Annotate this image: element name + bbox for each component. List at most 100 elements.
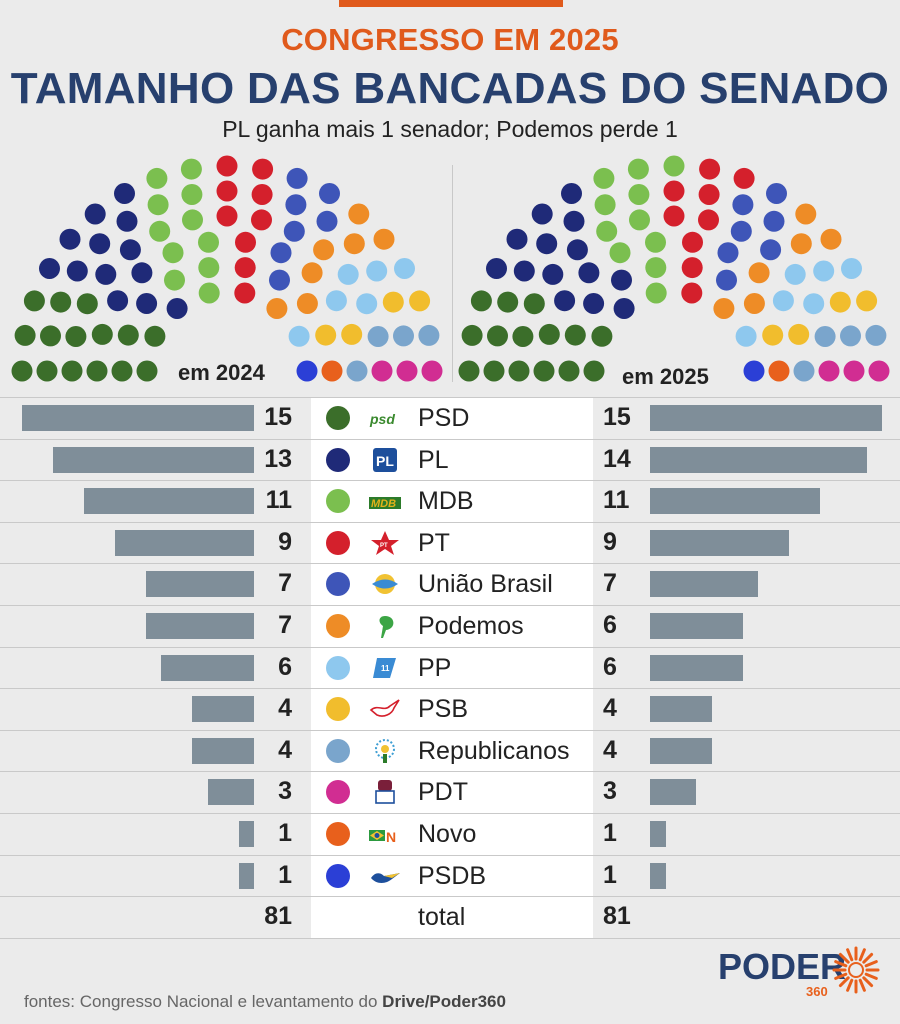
pt-star-icon: PT [368, 530, 402, 556]
bar-2024 [145, 571, 254, 598]
party-cell [311, 398, 593, 439]
seat-2024-seat-mdb [198, 282, 220, 304]
seat-2024-seat-pl [116, 210, 138, 232]
seat-2025-seat-pl [611, 269, 632, 291]
seat-2024-seat-pp [356, 293, 378, 315]
seat-2024-seat-pl [89, 233, 111, 255]
seat-2024-seat-mdb [198, 231, 219, 253]
count-2024: 1 [278, 860, 292, 889]
svg-text:PT: PT [380, 543, 388, 549]
seat-2025-seat-psd [558, 360, 580, 382]
seat-2025-seat-pl [566, 239, 588, 261]
total-2025: 81 [603, 902, 631, 931]
seat-2024-seat-união-brasil [316, 210, 338, 232]
bar-2024 [238, 820, 254, 847]
seat-2024-seat-psd [117, 324, 139, 346]
count-2024: 1 [278, 818, 292, 847]
seat-2024-seat-pt [235, 231, 256, 253]
bar-2025 [650, 529, 790, 556]
seat-2024-seat-psd [61, 360, 83, 382]
novo-logo-icon: N [368, 821, 402, 847]
seat-2024-seat-psd [91, 323, 113, 345]
seat-2024-seat-mdb [182, 209, 203, 231]
count-2024: 7 [278, 610, 292, 639]
seat-2024-seat-pt [234, 257, 256, 279]
seat-2024-seat-pp [366, 260, 388, 282]
seat-2024-seat-pl [59, 228, 81, 250]
seat-2025-seat-pt [681, 257, 703, 279]
bar-2024 [161, 654, 254, 681]
party-name: PSB [418, 695, 469, 724]
seat-2024-seat-pl [66, 260, 88, 282]
top-accent-bar [339, 0, 563, 7]
seat-2025-seat-psd [583, 360, 605, 382]
republicanos-logo-icon [368, 738, 402, 764]
chart-kicker: CONGRESSO EM 2025 [281, 22, 619, 57]
seat-2024-seat-psd [86, 360, 108, 382]
seat-2025-seat-psd [487, 325, 508, 347]
seat-2025-seat-psb [788, 323, 810, 345]
seat-2025-seat-pp [772, 290, 794, 312]
seat-2024-seat-pp [288, 325, 310, 347]
party-color-dot [326, 530, 350, 555]
seat-2024-seat-psd [11, 360, 33, 382]
brand-name: PODER [718, 946, 846, 987]
seat-2024-seat-mdb [146, 167, 168, 189]
seat-2024-seat-republicanos [393, 325, 414, 347]
seat-2025-seat-mdb [645, 257, 667, 279]
seat-2024-seat-pt [216, 205, 238, 227]
seat-2025-seat-união-brasil [732, 194, 754, 216]
seat-2024-seat-psd [76, 293, 98, 315]
bar-2024 [192, 737, 254, 764]
seat-2025-seat-psdb [743, 360, 765, 382]
seat-2024-seat-união-brasil [286, 167, 308, 189]
table-row: 3 PDT 3 [0, 772, 900, 814]
count-2025: 1 [603, 818, 617, 847]
seat-2024-seat-pl [114, 183, 135, 204]
seat-2024-seat-psb [315, 324, 337, 346]
bar-2024 [83, 488, 254, 515]
seat-2025-seat-psd [564, 324, 586, 346]
svg-text:psd: psd [369, 411, 395, 427]
count-2024: 11 [265, 486, 292, 515]
table-row: 13 PL PL 14 [0, 439, 900, 482]
seat-2025-seat-pt [699, 158, 721, 180]
seat-2024-seat-podemos [301, 262, 323, 284]
seat-2025-seat-psd [508, 360, 530, 382]
total-2024: 81 [264, 902, 292, 931]
seat-2024-seat-união-brasil [285, 194, 307, 216]
seat-2024-seat-psb [341, 323, 363, 345]
seat-2025-seat-psd [483, 360, 505, 382]
seat-2024-seat-pl [95, 263, 117, 285]
hemicycle-2024-label: em 2024 [178, 360, 265, 385]
seat-2025-seat-psd [458, 360, 480, 382]
bar-2024 [114, 529, 254, 556]
party-color-dot [326, 613, 350, 638]
seat-2025-seat-pdt [868, 360, 890, 382]
seat-2025-seat-união-brasil [730, 220, 752, 242]
count-2025: 1 [603, 860, 617, 889]
seat-2025-seat-mdb [645, 231, 666, 253]
seat-2025-seat-pl [513, 260, 535, 282]
seat-2025-seat-republicanos [793, 360, 815, 382]
seat-2025-seat-mdb [593, 167, 615, 189]
bar-2025 [650, 405, 882, 431]
party-name: PP [418, 653, 452, 682]
bar-2025 [650, 654, 743, 681]
seat-2024-seat-pl [131, 262, 153, 284]
seat-2025-seat-novo [768, 360, 790, 382]
seat-2024-seat-podemos [313, 239, 335, 261]
seat-2024-seat-pp [325, 290, 347, 312]
brand-number: 360 [806, 984, 828, 999]
table-row: 9 PT PT 9 [0, 522, 900, 565]
seat-2024-seat-podemos [373, 228, 395, 250]
party-name: Republicanos [418, 736, 570, 765]
count-2024: 4 [278, 735, 292, 764]
seat-2024-seat-psb [409, 290, 431, 312]
seat-2025-seat-união-brasil [760, 239, 782, 261]
seat-2025-seat-mdb [629, 209, 650, 231]
seat-2025-seat-psd [538, 323, 560, 345]
poder360-logo: PODER 360 [718, 946, 880, 999]
seat-2025-seat-pl [613, 298, 635, 319]
seat-2025-seat-podemos [790, 233, 812, 255]
